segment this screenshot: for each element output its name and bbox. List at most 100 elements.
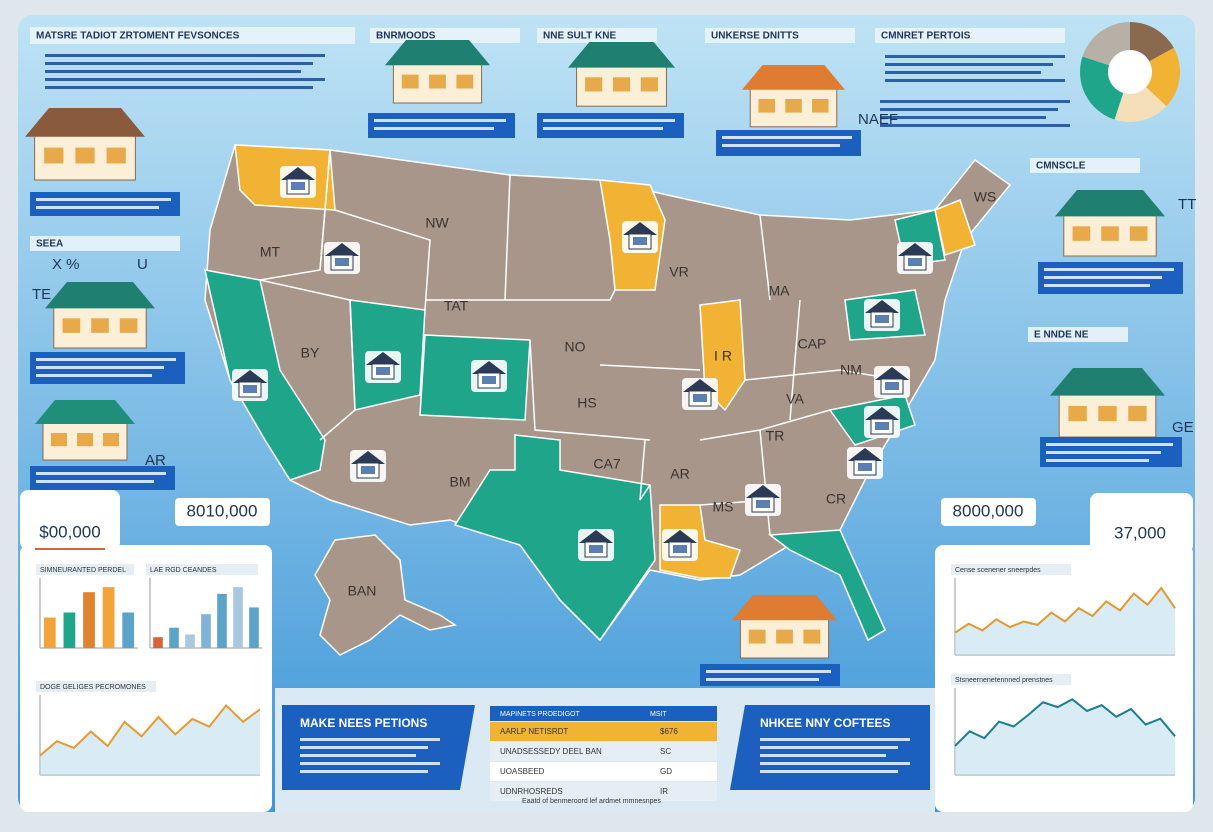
table-header-cell: MSIT <box>650 711 667 718</box>
mini-chart-title: SIMNEURANTED PERDEL <box>40 567 126 574</box>
house-window <box>585 77 603 92</box>
text-line <box>36 374 152 377</box>
text-line <box>36 206 159 209</box>
text-line <box>36 366 164 369</box>
marker-window <box>361 466 375 474</box>
line <box>954 586 1176 634</box>
marker-window <box>756 500 770 508</box>
line <box>954 698 1176 747</box>
marker-window <box>673 545 687 553</box>
card-heading-box <box>537 28 657 43</box>
marker-roof <box>746 485 780 498</box>
state-label: NO <box>565 339 586 355</box>
text-line <box>760 754 886 757</box>
text-line <box>880 116 1046 119</box>
title-box <box>30 27 355 44</box>
state-label: WS <box>974 189 997 205</box>
info-box <box>537 113 684 138</box>
bar <box>63 612 76 648</box>
mini-chart-heading-box <box>951 674 1071 685</box>
marker-window <box>291 182 305 190</box>
card-heading: UNKERSE DNITTS <box>711 31 799 42</box>
table-cell: AARLP NETISRDT <box>500 727 568 736</box>
state-label: VA <box>786 391 804 407</box>
house-window <box>812 98 829 113</box>
text-line <box>374 127 494 130</box>
state-label: VR <box>669 264 688 280</box>
house-window <box>612 77 631 92</box>
stat: $00,000 <box>39 522 100 541</box>
mini-chart-heading-box <box>951 564 1071 575</box>
text-line <box>45 78 325 81</box>
donut-hole <box>1108 50 1152 94</box>
marker-window <box>376 367 390 375</box>
house-window <box>1129 226 1148 241</box>
bar <box>217 593 227 648</box>
house-window <box>785 98 802 113</box>
state-label: MT <box>260 244 281 260</box>
mini-chart-title: DOGE GELIGES PECROMONES <box>40 684 146 691</box>
side-label: TT <box>1178 196 1196 213</box>
text-line <box>706 678 819 681</box>
house-window <box>119 318 138 333</box>
state-label: BY <box>301 345 320 361</box>
card-heading-box <box>1030 158 1140 173</box>
text-line <box>36 480 154 483</box>
table-cell: IR <box>660 787 668 796</box>
info-box <box>368 113 515 138</box>
table-header <box>490 706 717 721</box>
text-line <box>1046 451 1161 454</box>
stat: 37,000 <box>1114 523 1166 542</box>
table-row <box>490 782 717 801</box>
panel-title: NHKEE NNY COFTEES <box>760 716 890 730</box>
state-label: AR <box>670 466 689 482</box>
marker-window <box>858 463 872 471</box>
marker-window <box>693 394 707 402</box>
donut-segment <box>1130 22 1174 62</box>
table-cell: $676 <box>660 727 678 736</box>
stat-box <box>175 498 270 526</box>
card-heading-box <box>705 28 855 43</box>
donut-segment <box>1080 56 1124 120</box>
stat-box <box>941 498 1036 526</box>
text-line <box>45 86 313 89</box>
table-header-cell: MAPINETS PROEDIGOT <box>500 711 580 718</box>
marker-roof <box>579 530 613 543</box>
marker-roof <box>351 451 385 464</box>
side-label: U <box>137 256 148 273</box>
bar <box>102 587 115 648</box>
house-roof <box>35 400 135 424</box>
mini-chart-title: Stsneernenetennned prenstnes <box>955 677 1053 684</box>
text-line <box>300 746 428 749</box>
panel-title: MAKE NEES PETIONS <box>300 716 427 730</box>
text-line <box>45 54 325 57</box>
text-line <box>45 70 301 73</box>
text-line <box>760 738 910 741</box>
text-line <box>300 738 440 741</box>
text-line <box>880 100 1070 103</box>
info-box <box>30 466 175 490</box>
house-roof <box>25 108 145 137</box>
text-line <box>1044 276 1162 279</box>
marker-roof <box>472 361 506 374</box>
table-footer: Eaatd of benmeroord lef ardmet mmnesnpes <box>522 798 661 805</box>
marker-window <box>908 258 922 266</box>
text-line <box>543 119 675 122</box>
house-window <box>758 98 775 113</box>
text-line <box>1044 284 1150 287</box>
state-label: CAP <box>798 336 827 352</box>
line <box>39 703 261 757</box>
table-row <box>490 742 717 761</box>
house-window <box>1128 405 1147 422</box>
state-label: NW <box>425 215 449 231</box>
bar <box>43 617 56 648</box>
marker-roof <box>875 367 909 380</box>
card-heading-box <box>370 28 520 43</box>
marker-window <box>875 315 889 323</box>
marker-roof <box>848 448 882 461</box>
house-window <box>429 74 446 89</box>
table-cell: GD <box>660 767 672 776</box>
stat: 8000,000 <box>953 501 1024 520</box>
state-label: MS <box>713 499 734 515</box>
text-line <box>722 144 840 147</box>
